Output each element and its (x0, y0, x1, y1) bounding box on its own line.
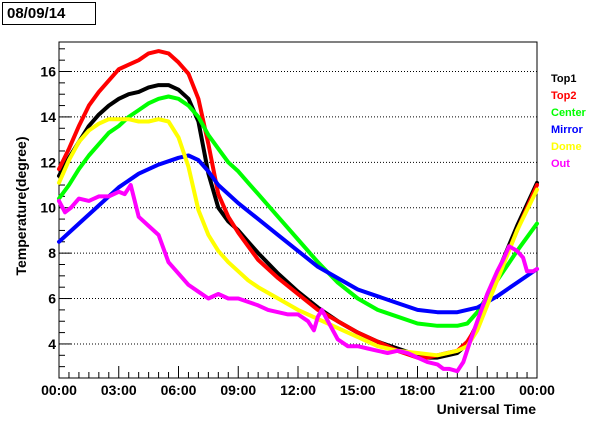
x-tick-label: 21:00 (459, 382, 495, 398)
y-tick-label: 10 (40, 200, 56, 216)
legend-entry-mirror: Mirror (551, 124, 584, 136)
y-tick-label: 6 (48, 291, 56, 307)
y-tick-label: 16 (40, 64, 56, 80)
axes: 4 6 8 10 12 14 16 00:00 03:00 06:00 09:00 12:00 15:0… (40, 48, 555, 398)
legend: Top1 Top2 Center Mirror Dome Out (551, 73, 587, 170)
legend-entry-top2: Top2 (551, 90, 576, 102)
series-line-mirror (57, 153, 539, 315)
legend-entry-dome: Dome (551, 141, 582, 153)
x-tick-label: 00:00 (41, 382, 77, 398)
legend-entry-center: Center (551, 107, 587, 119)
chart-title: 08/09/14 (2, 2, 96, 25)
x-tick-label: 15:00 (340, 382, 376, 398)
series-line-out (57, 183, 539, 374)
x-tick-label: 06:00 (161, 382, 197, 398)
y-tick-label: 12 (40, 154, 56, 170)
x-axis-label: Universal Time (437, 401, 537, 417)
y-axis-label: Temperature(degree) (13, 136, 29, 275)
series-line-center (57, 94, 539, 328)
legend-entry-top1: Top1 (551, 73, 576, 85)
x-tick-label: 03:00 (101, 382, 137, 398)
x-tick-label: 09:00 (220, 382, 256, 398)
y-tick-label: 8 (48, 245, 56, 261)
y-tick-label: 4 (48, 336, 56, 352)
x-tick-label: 18:00 (400, 382, 436, 398)
x-tick-label: 12:00 (280, 382, 316, 398)
x-tick-label: 00:00 (519, 382, 555, 398)
series-line-dome (57, 117, 539, 358)
grid-lines (59, 71, 537, 345)
y-tick-label: 14 (40, 109, 56, 125)
legend-entry-out: Out (551, 158, 570, 170)
series-lines (57, 49, 539, 374)
series-line-top1 (57, 83, 539, 360)
